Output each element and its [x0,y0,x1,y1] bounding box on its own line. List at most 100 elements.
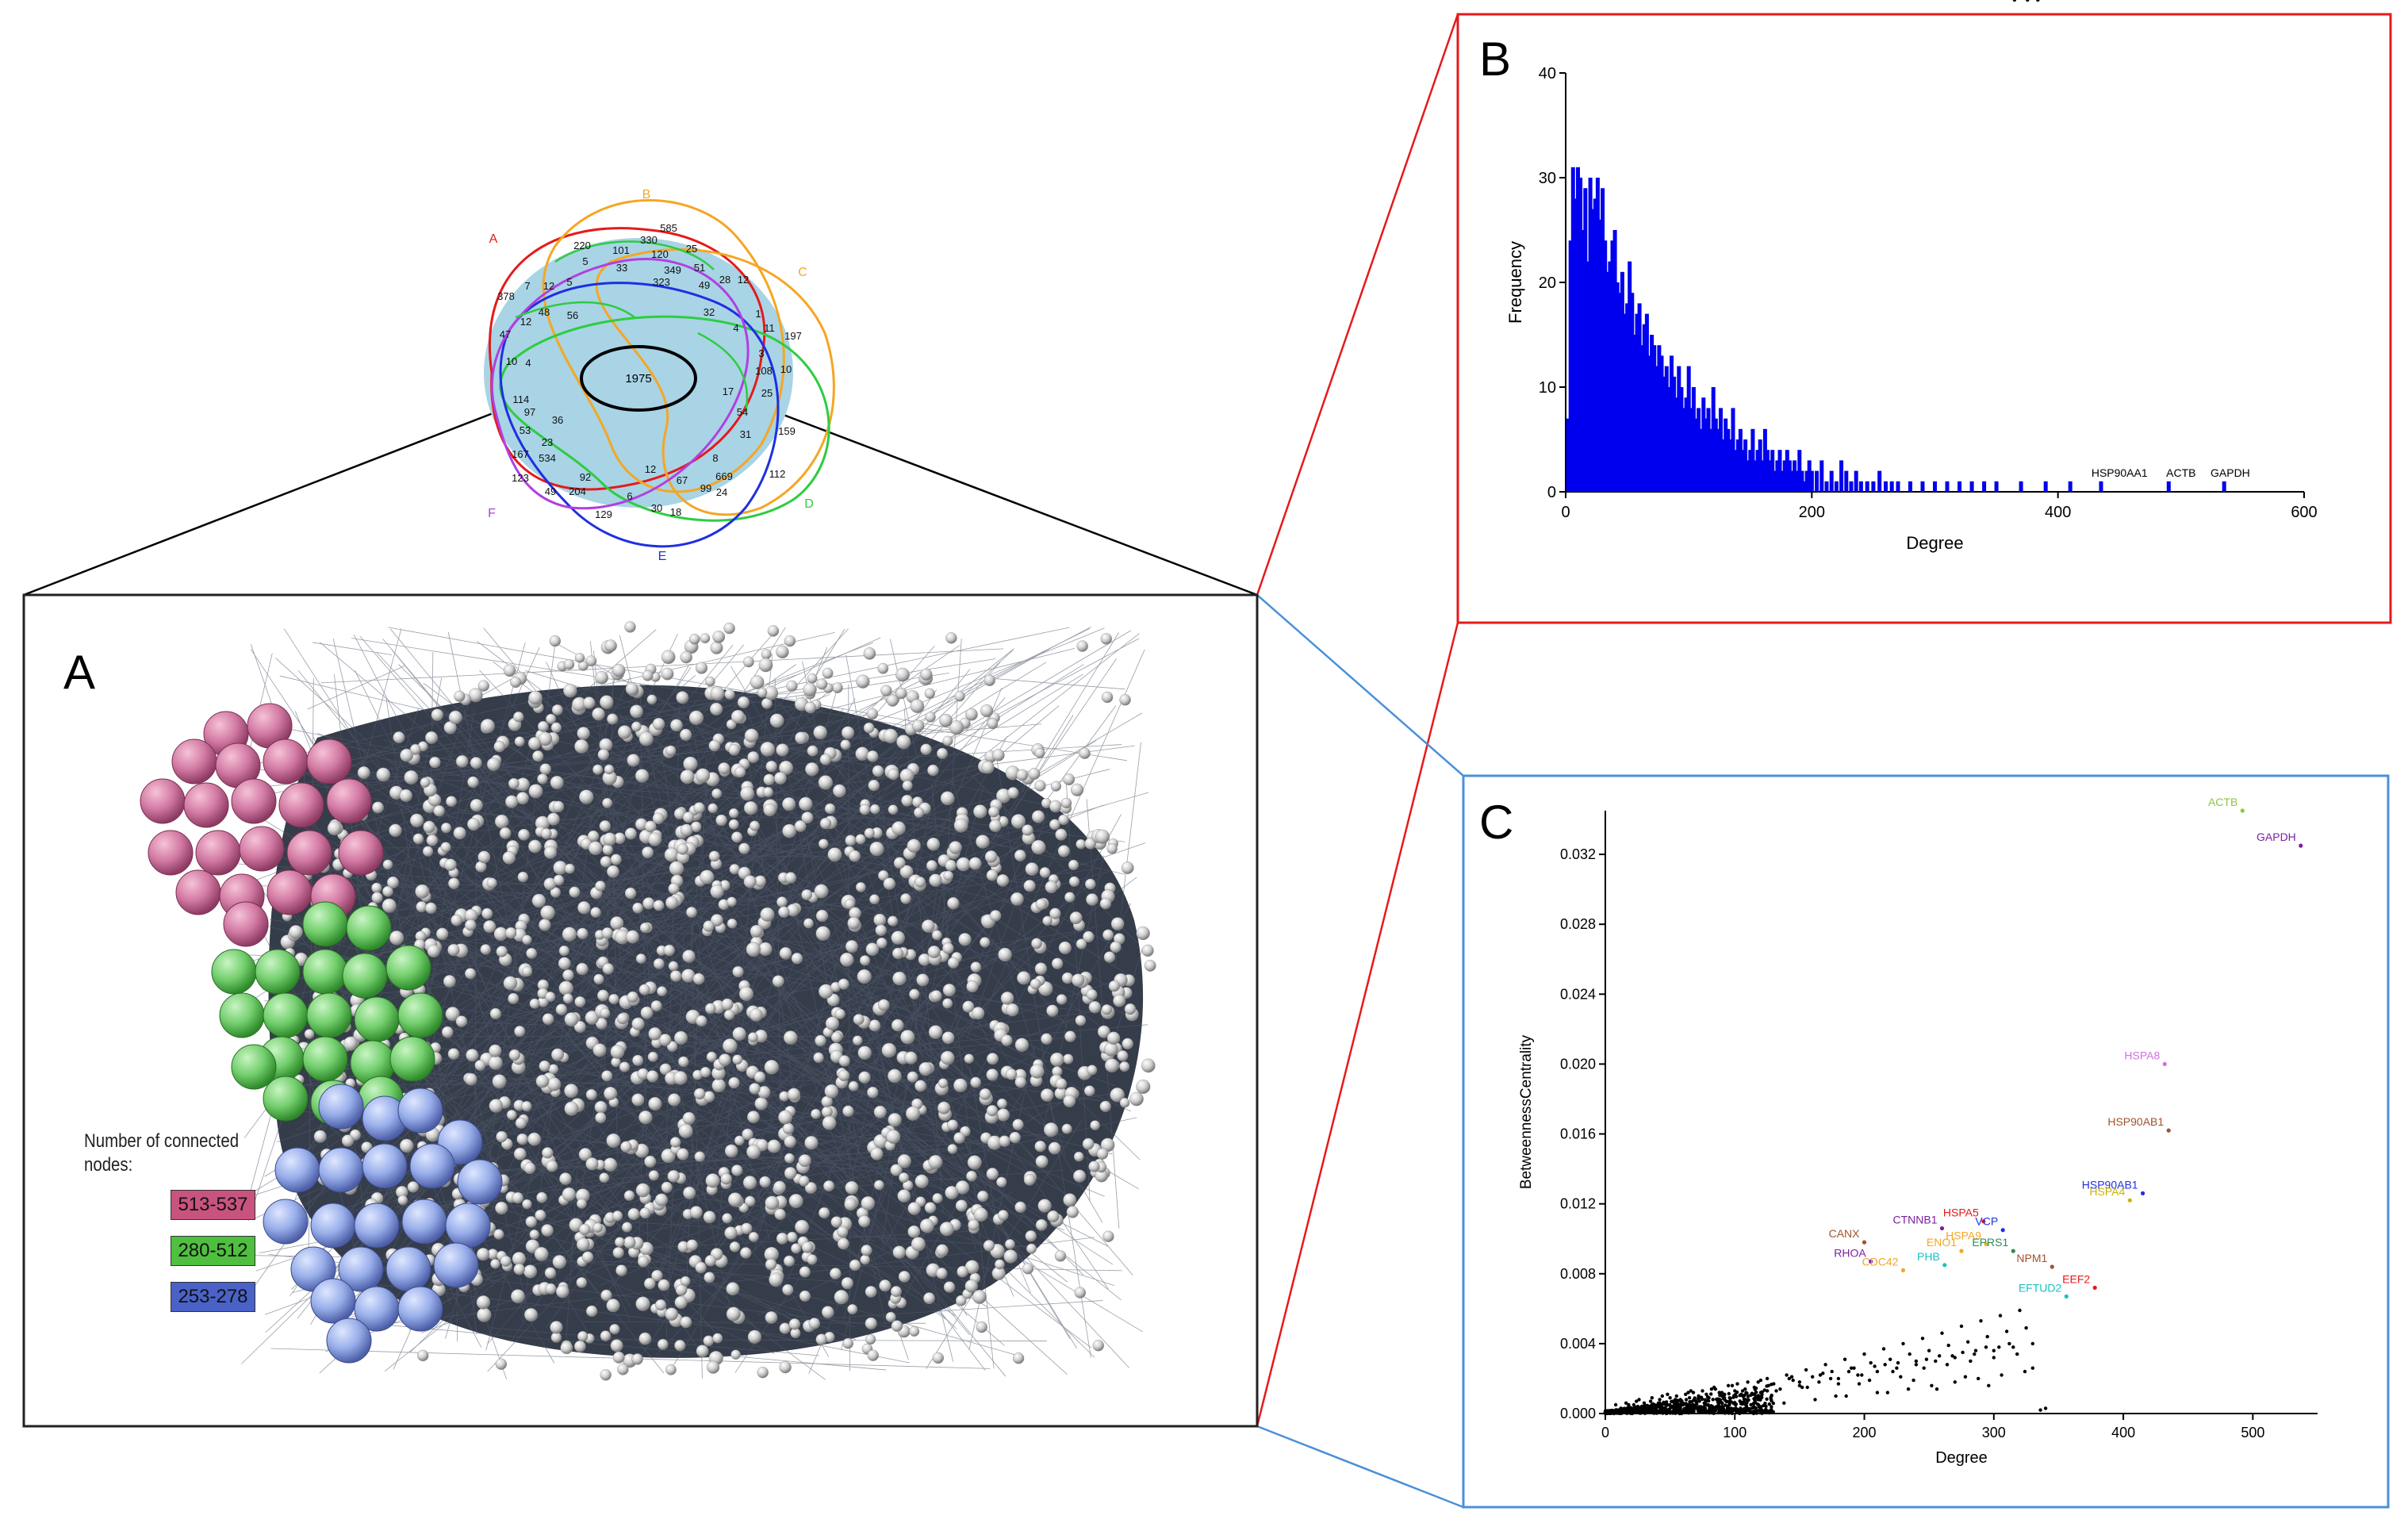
scatter-point [1924,1357,1929,1361]
network-node [376,767,391,782]
network-node [742,1128,753,1141]
network-node [1014,1201,1026,1214]
network-node [577,727,590,740]
scatter-point [1686,1391,1690,1394]
hist-bar [1713,418,1718,492]
network-node [642,846,654,859]
network-node [728,819,739,830]
network-node [1047,1210,1060,1223]
network-node [760,742,775,757]
network-node [585,1157,599,1171]
network-node [804,1135,819,1150]
scatter-point [1805,1385,1809,1390]
hist-bar [1708,428,1713,492]
scatter-y-tick-label: 0.004 [1560,1336,1596,1352]
network-node [504,795,519,808]
network-node [610,1045,625,1059]
hist-bar [1741,450,1745,492]
hist-y-tick-label: 20 [1539,274,1556,292]
network-node [637,1256,650,1268]
network-node [857,1214,871,1228]
network-node [592,1043,607,1057]
network-node [976,834,990,849]
network-node [897,1189,911,1203]
network-node [907,1202,921,1215]
hist-bar [1635,313,1639,492]
network-node [877,999,890,1011]
venn-region-value: 669 [715,470,733,482]
network-node [942,942,954,954]
network-node [624,827,637,840]
scatter-point [1766,1383,1770,1388]
scatter-point [2004,1329,2009,1333]
network-node [1086,988,1098,1000]
network-node [964,1279,978,1293]
network-node [657,1338,669,1350]
network-node [926,860,938,872]
network-node [1055,1078,1068,1090]
scatter-point [1660,1394,1664,1398]
network-node [744,728,759,743]
scatter-point [1735,1382,1739,1386]
network-node [886,694,899,707]
network-node [496,1130,508,1143]
hub-node-pink [286,830,332,876]
network-node [890,1286,902,1298]
scatter-point [1674,1398,1678,1402]
network-node [773,1180,786,1194]
scatter-labeled-points: ACTBGAPDHHSPA8HSP90AB1HSP90AB1HSPA4HSPA5… [1829,796,2303,1299]
venn-region-value: 23 [542,436,553,448]
network-node [705,676,715,687]
hist-bar [1819,460,1824,492]
network-node [801,889,813,900]
scatter-point [1658,1398,1662,1402]
scatter-point [1666,1402,1670,1407]
scatter-point [1720,1394,1724,1398]
network-node [724,1144,738,1158]
network-node [608,993,619,1005]
venn-region-value: 48 [539,306,550,318]
network-node [604,764,615,775]
hist-bar [2068,481,2072,492]
network-node [910,699,925,713]
network-node [603,1157,617,1172]
network-node [765,1258,777,1271]
network-node [426,834,439,846]
network-node [936,1268,948,1279]
scatter-point [1711,1398,1715,1402]
network-node [839,952,854,967]
venn-set-c [595,247,835,516]
network-node [515,1117,527,1129]
network-node [747,1032,758,1043]
network-node [1122,1038,1133,1050]
hist-bar [1701,397,1706,492]
hist-bar [1793,460,1797,492]
scatter-point [1613,1408,1618,1412]
network-node [958,933,972,946]
network-node [453,827,466,840]
network-node [953,1132,965,1144]
network-node [867,1349,879,1361]
venn-region-value: 10 [780,363,792,375]
network-node [650,999,662,1011]
network-node [1104,1042,1118,1057]
scatter-point [1648,1399,1653,1403]
venn-region-value: 25 [761,387,773,399]
network-node [830,1031,842,1043]
network-node [448,877,460,889]
hist-bar [1849,481,1854,492]
scatter-point [1977,1376,1980,1381]
network-node [447,1048,460,1060]
network-node [648,1096,662,1111]
hist-y-tick-label: 10 [1539,379,1556,397]
network-node [1063,1193,1077,1207]
network-node [838,1069,850,1082]
hist-bar [1677,366,1681,492]
network-node [577,927,589,939]
scatter-point [1862,1352,1866,1356]
network-node [1083,930,1095,943]
network-node [622,1222,633,1233]
scatter-point [1856,1373,1860,1377]
network-node [542,1147,554,1159]
scatter-point [1844,1394,1848,1398]
